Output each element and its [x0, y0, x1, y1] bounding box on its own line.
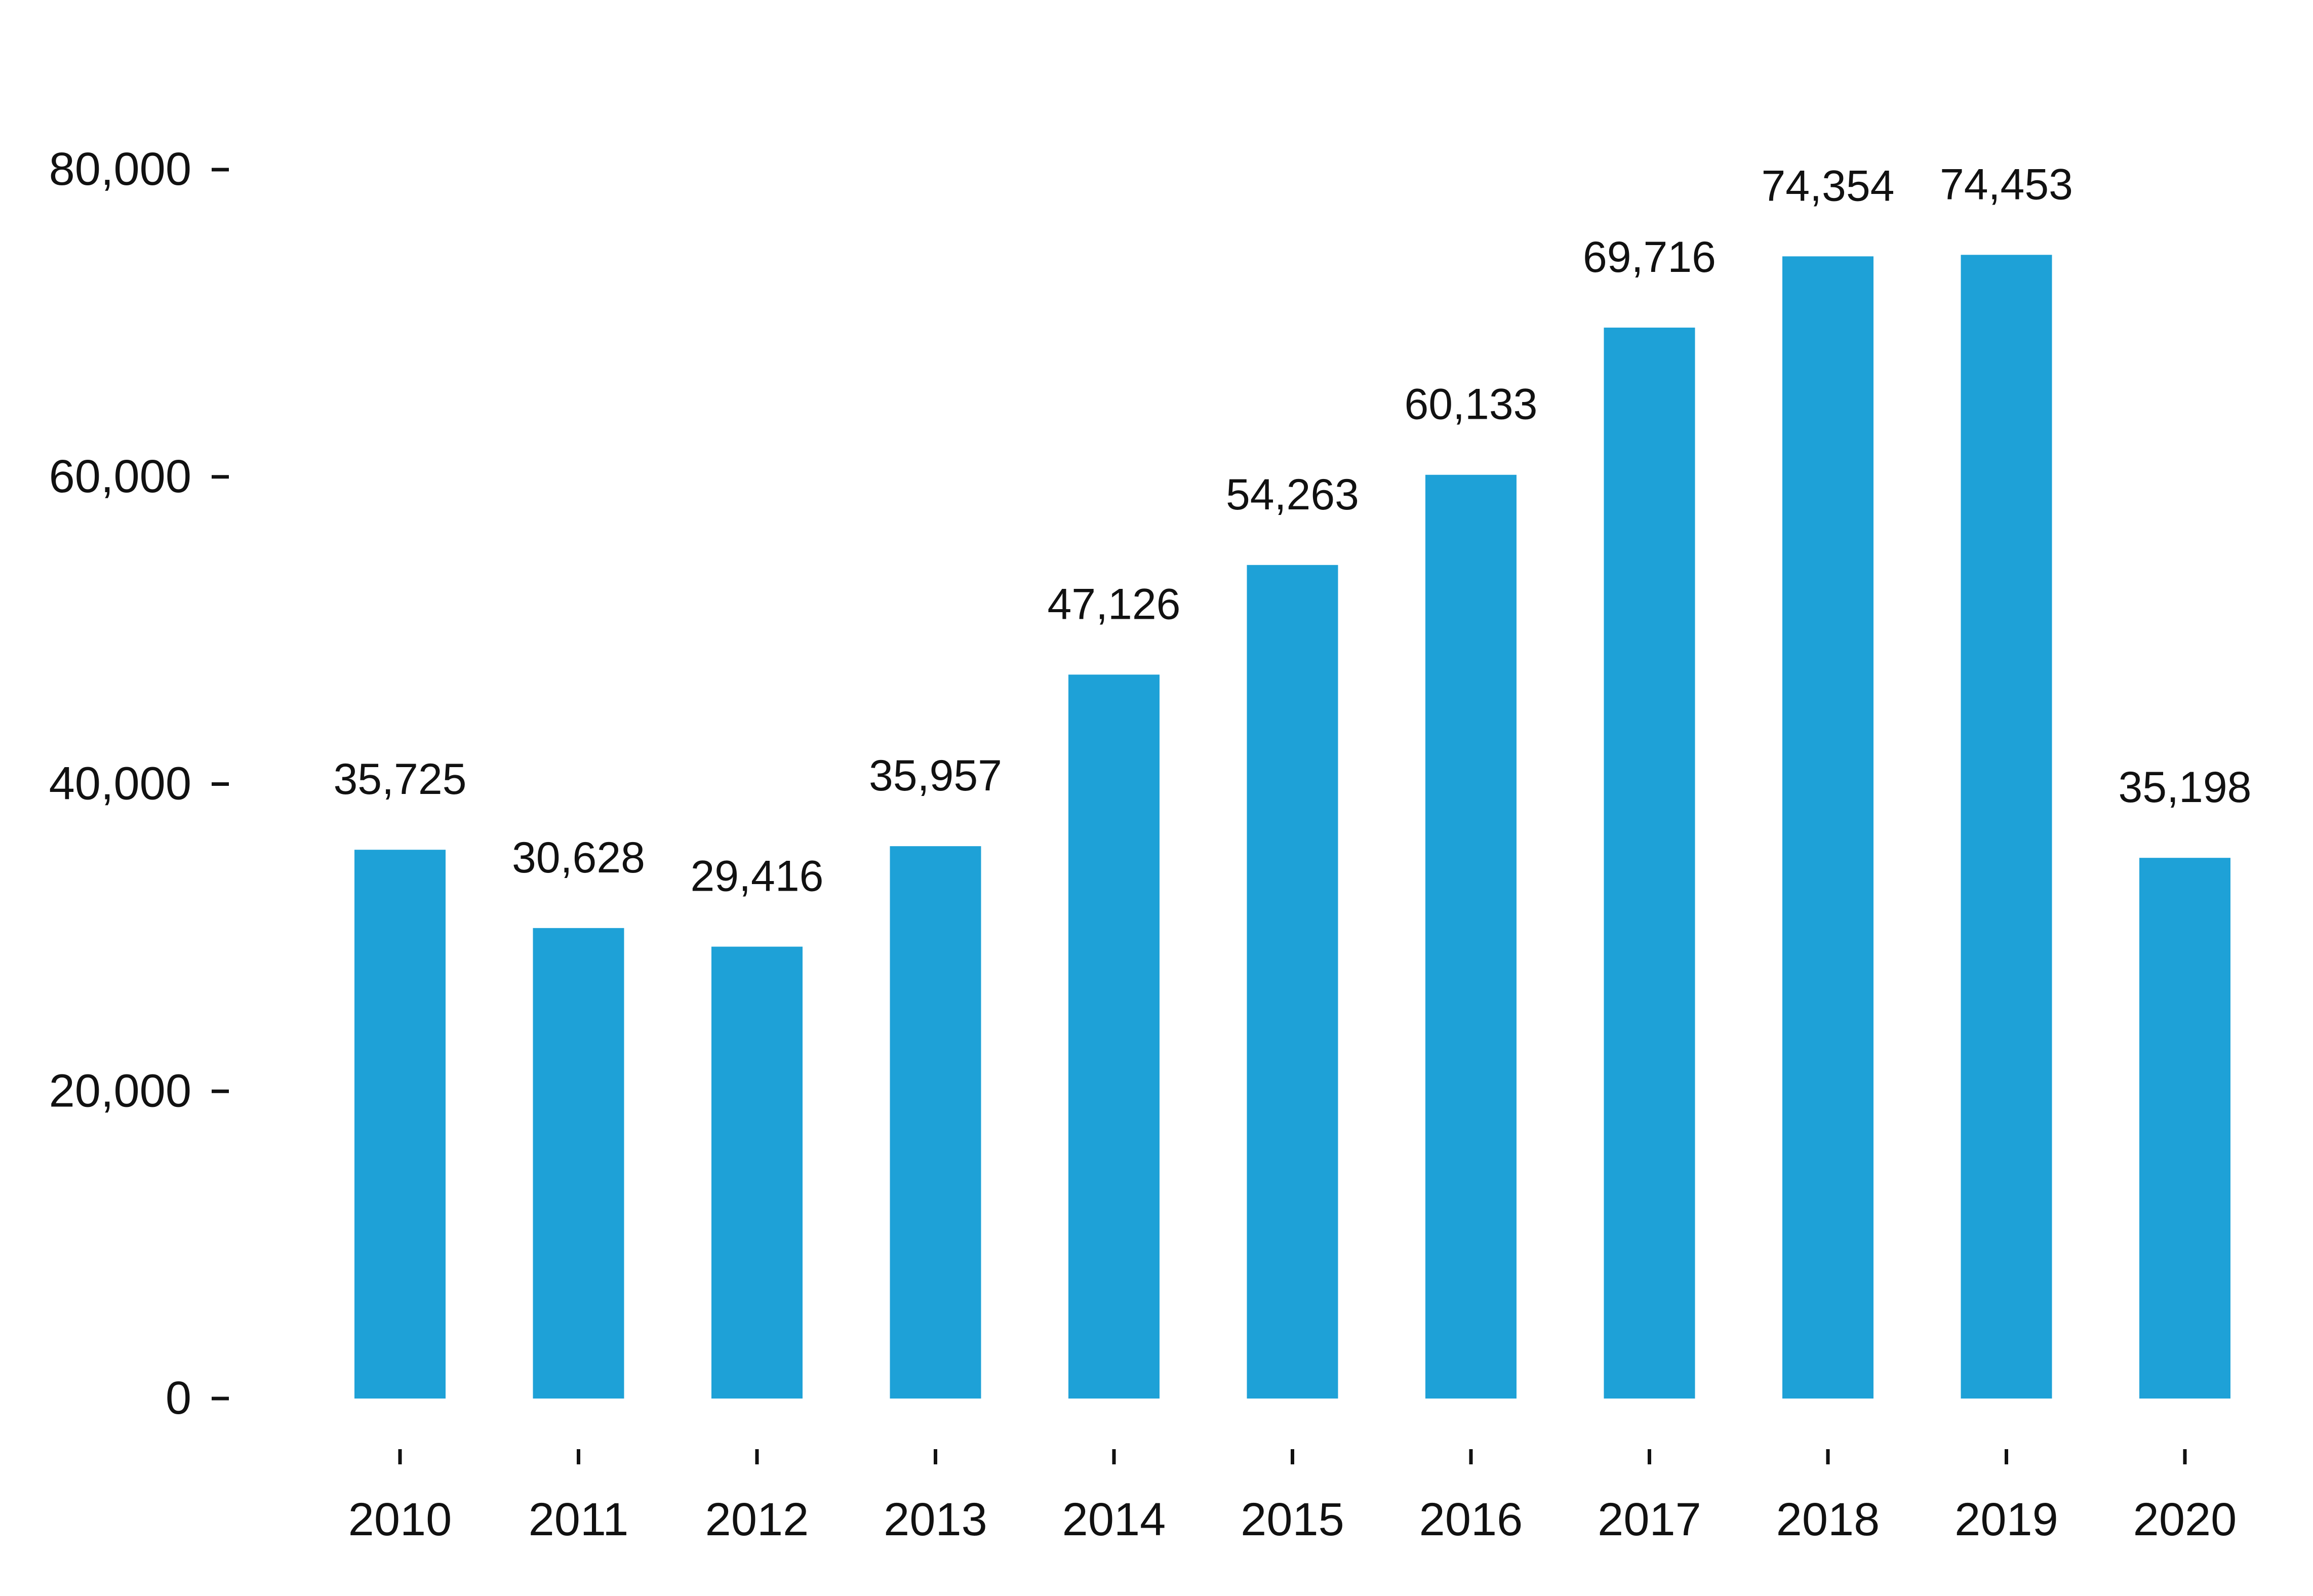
- data-label-2017: 69,716: [1583, 233, 1716, 282]
- bar-2011: [533, 928, 624, 1399]
- x-tick-label-2017: 2017: [1598, 1494, 1701, 1545]
- x-tick-label-2011: 2011: [529, 1494, 629, 1545]
- x-tick-label-2014: 2014: [1062, 1494, 1166, 1545]
- data-label-2010: 35,725: [333, 755, 466, 804]
- y-axis: 0 20,000 40,000 60,000 80,000: [49, 143, 229, 1424]
- data-label-2020: 35,198: [2118, 763, 2251, 812]
- x-tick-label-2015: 2015: [1241, 1494, 1344, 1545]
- data-label-2011: 30,628: [512, 833, 645, 882]
- bar-2010: [354, 850, 446, 1399]
- data-label-2016: 60,133: [1404, 380, 1537, 429]
- data-label-2012: 29,416: [690, 852, 823, 901]
- bar-2019: [1961, 255, 2052, 1399]
- x-tick-label-2012: 2012: [705, 1494, 809, 1545]
- y-tick-label: 0: [166, 1372, 191, 1424]
- bar-2014: [1068, 674, 1160, 1399]
- x-tick-label-2010: 2010: [348, 1494, 452, 1545]
- bar-2012: [711, 946, 803, 1399]
- bar-2017: [1604, 327, 1695, 1399]
- y-tick-label: 60,000: [49, 451, 191, 502]
- bar-2020: [2139, 858, 2230, 1399]
- y-tick-label: 40,000: [49, 758, 191, 810]
- bar-2018: [1782, 256, 1873, 1399]
- value-labels: 35,725 30,628 29,416 35,957 47,126 54,263 60,1…: [333, 160, 2251, 900]
- y-tick-label: 20,000: [49, 1065, 191, 1116]
- data-label-2014: 47,126: [1047, 580, 1180, 628]
- x-axis: 2010 2011 2012 2013 2014 2015 2016 2017 2018 2019…: [348, 1449, 2237, 1545]
- bars: [354, 255, 2230, 1399]
- data-label-2019: 74,453: [1940, 160, 2073, 209]
- data-label-2015: 54,263: [1226, 470, 1359, 519]
- y-tick-label: 80,000: [49, 143, 191, 195]
- x-tick-label-2020: 2020: [2133, 1494, 2237, 1545]
- x-tick-label-2013: 2013: [884, 1494, 987, 1545]
- data-label-2013: 35,957: [869, 751, 1002, 800]
- bar-2015: [1247, 565, 1338, 1399]
- bar-2013: [890, 846, 981, 1399]
- x-tick-label-2018: 2018: [1776, 1494, 1880, 1545]
- bar-2016: [1425, 474, 1517, 1399]
- data-label-2018: 74,354: [1761, 162, 1894, 210]
- x-tick-label-2019: 2019: [1955, 1494, 2058, 1545]
- x-tick-label-2016: 2016: [1419, 1494, 1523, 1545]
